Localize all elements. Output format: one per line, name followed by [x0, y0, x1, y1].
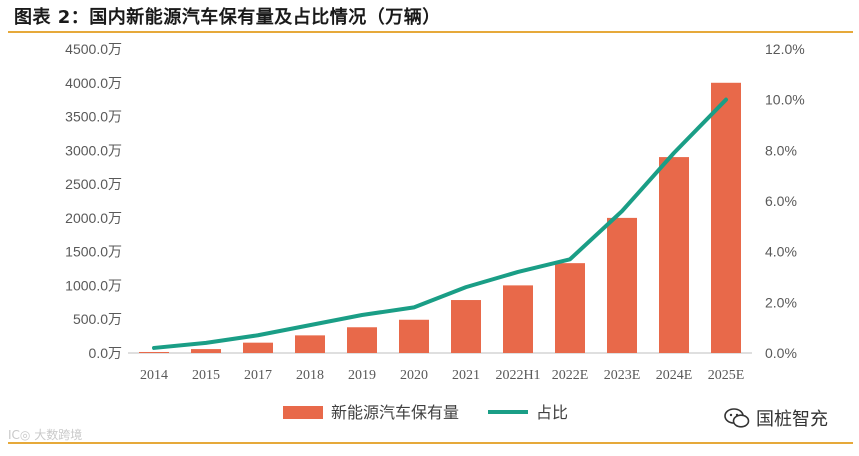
x-tick-label: 2022H1 — [495, 368, 540, 383]
legend-bar-swatch — [283, 406, 323, 419]
x-tick-label: 2022E — [552, 368, 589, 383]
bar-2019 — [347, 327, 377, 353]
x-tick-label: 2014 — [140, 368, 168, 383]
bar-2024e — [659, 157, 689, 353]
bar-2022h1 — [503, 285, 533, 353]
bar-2023e — [607, 217, 637, 353]
y-left-tick-label: 4500.0万 — [65, 41, 122, 57]
bar-2018 — [295, 335, 325, 353]
x-tick-label: 2017 — [244, 368, 272, 383]
bar-2017 — [243, 342, 273, 353]
bar-2020 — [399, 319, 429, 353]
y-right-tick-label: 6.0% — [765, 193, 797, 209]
x-tick-label: 2018 — [296, 368, 324, 383]
x-tick-label: 2020 — [400, 368, 428, 383]
bar-2015 — [191, 349, 221, 353]
y-right-tick-label: 2.0% — [765, 294, 797, 310]
bottom-rule — [8, 442, 853, 444]
watermark-right: 国桩智充 — [724, 405, 828, 431]
x-tick-label: 2024E — [656, 368, 693, 383]
legend-bar-label: 新能源汽车保有量 — [331, 403, 459, 422]
y-right-tick-label: 12.0% — [765, 41, 805, 57]
watermark-left: IC◎ 大数跨境 — [8, 428, 83, 442]
y-right-tick-label: 4.0% — [765, 244, 797, 260]
y-left-tick-label: 1000.0万 — [65, 277, 122, 293]
chart-title: 图表 2：国内新能源汽车保有量及占比情况（万辆） — [14, 7, 441, 28]
wechat-icon — [724, 408, 750, 428]
share-line — [152, 97, 728, 350]
bar-2014 — [139, 351, 169, 353]
watermark-right-label: 国桩智充 — [756, 409, 828, 430]
bar-2022e — [555, 263, 585, 353]
x-tick-label: 2025E — [708, 368, 745, 383]
legend-line-label: 占比 — [536, 403, 568, 422]
y-left-tick-label: 0.0万 — [89, 345, 122, 361]
top-rule — [8, 31, 853, 33]
y-left-tick-label: 1500.0万 — [65, 244, 122, 260]
bar-2021 — [451, 300, 481, 353]
y-right-tick-label: 0.0% — [765, 345, 797, 361]
y-left-tick-label: 2000.0万 — [65, 210, 122, 226]
bar-2025e — [711, 82, 741, 354]
y-left-tick-label: 4000.0万 — [65, 75, 122, 91]
y-right-tick-label: 8.0% — [765, 142, 797, 158]
y-left-tick-label: 2500.0万 — [65, 176, 122, 192]
y-right-tick-label: 10.0% — [765, 92, 805, 108]
x-tick-label: 2023E — [604, 368, 641, 383]
y-left-tick-label: 3500.0万 — [65, 109, 122, 125]
y-left-tick-label: 3000.0万 — [65, 142, 122, 158]
y-left-tick-label: 500.0万 — [73, 311, 122, 327]
x-tick-label: 2015 — [192, 368, 220, 383]
x-tick-label: 2021 — [452, 368, 480, 383]
x-tick-label: 2019 — [348, 368, 376, 383]
